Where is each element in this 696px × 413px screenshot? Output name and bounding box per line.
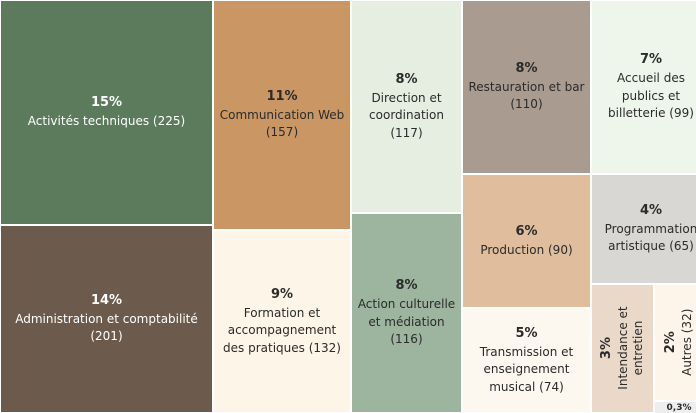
tile: 9% Formation et accompagnement des pratiq… [213,230,351,413]
category-label: Autres (32) [679,308,694,377]
category-label: Accueil des publics et billetterie (99) [608,71,694,121]
percent-label: 8% [515,61,538,77]
tile-label: 14% Administration et comptabilité (201) [1,290,212,348]
percent-label: 4% [639,203,663,219]
category-label: Communication Web (157) [219,108,345,140]
category-label: Activités techniques (225) [27,114,186,129]
tile: 11% Communication Web (157) [213,0,351,230]
tile: 0,3% [654,401,696,413]
percent-label: 15% [90,95,123,111]
tile: 8% Direction et coordination (117) [351,0,462,213]
percent-label: 3% [598,337,614,360]
tile: 14% Administration et comptabilité (201) [0,225,213,413]
tile: 6% Production (90) [462,174,591,308]
category-label: Direction et coordination (117) [369,90,444,140]
tile-label: 8% Action culturelle et médiation (116) [352,275,461,350]
percent-label: 2% [662,331,678,354]
tile-label: 4% Programmation artistique (65) [592,200,696,258]
tile-label: 0,3% [663,402,696,413]
category-label: Programmation artistique (65) [604,222,696,254]
tile: 8% Action culturelle et médiation (116) [351,213,462,413]
percent-label: 14% [90,293,123,309]
category-label: Action culturelle et médiation (116) [357,297,456,347]
tile-label: 2% Autres (32) [661,285,696,400]
tile: 15% Activités techniques (225) [0,0,213,225]
tile: 2% Autres (32) [654,284,696,401]
percent-label: 9% [270,286,294,302]
category-label: Transmission et enseignement musical (74… [479,344,574,394]
tile: 7% Accueil des publics et billetterie (99… [591,0,696,174]
percent-label: 8% [395,278,418,294]
tile-label: 5% Transmission et enseignement musical (… [463,323,590,398]
percent-label: 0,3% [666,403,692,413]
percent-label: 8% [395,71,418,87]
tile-label: 8% Direction et coordination (117) [352,69,461,144]
category-label: Restauration et bar (110) [468,80,585,112]
percent-label: 11% [266,89,298,105]
percent-label: 7% [639,52,663,68]
percent-label: 6% [515,223,538,239]
tile-label: 9% Formation et accompagnement des pratiq… [214,284,350,359]
tile: 3% Intendance et entretien [591,284,654,413]
tile-label: 6% Production (90) [476,221,576,261]
category-label: Administration et comptabilité (201) [15,312,198,344]
tile-label: 11% Communication Web (157) [214,86,350,144]
category-label: Formation et accompagnement des pratique… [223,305,341,355]
tile-label: 15% Activités techniques (225) [24,92,189,132]
tile: 4% Programmation artistique (65) [591,174,696,284]
tile-label: 7% Accueil des publics et billetterie (99… [592,49,696,124]
tile: 8% Restauration et bar (110) [462,0,591,174]
category-label: Intendance et entretien [615,306,645,391]
category-label: Production (90) [480,242,573,257]
percent-label: 5% [515,325,538,341]
tile-label: 3% Intendance et entretien [596,289,648,407]
tile: 5% Transmission et enseignement musical (… [462,308,591,413]
tile-label: 8% Restauration et bar (110) [463,58,590,116]
